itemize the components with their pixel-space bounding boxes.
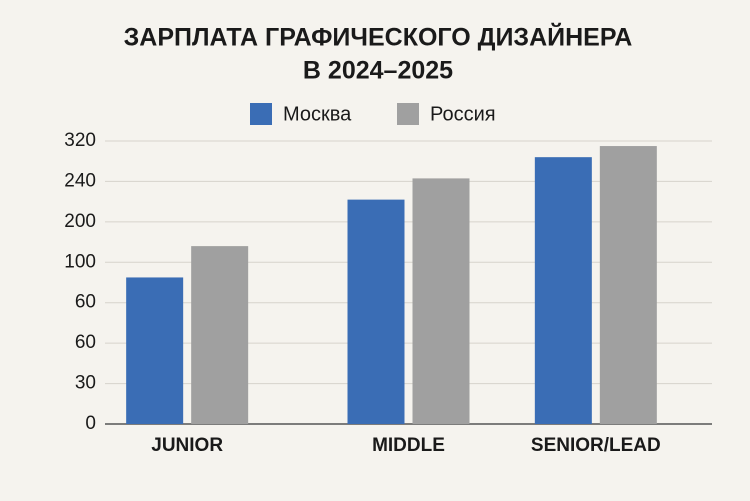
y-tick-label: 100 <box>64 251 96 272</box>
y-tick-label: 240 <box>64 170 96 191</box>
y-tick-label: 200 <box>64 211 96 232</box>
y-tick-label: 0 <box>85 413 96 434</box>
bar <box>599 146 657 424</box>
y-tick-label: 30 <box>75 373 96 394</box>
legend-swatch <box>397 103 419 125</box>
x-tick-label: SENIOR/LEAD <box>531 435 661 456</box>
y-tick-label: 320 <box>64 130 96 151</box>
legend-label: Россия <box>430 103 496 125</box>
chart-title: В 2024–2025 <box>303 57 453 85</box>
y-tick-label: 60 <box>75 292 96 313</box>
bar <box>347 199 405 424</box>
bar <box>126 277 184 424</box>
chart-title: ЗАРПЛАТА ГРАФИЧЕСКОГО ДИЗАЙНЕРА <box>124 22 633 52</box>
y-tick-label: 60 <box>75 332 96 353</box>
x-tick-label: JUNIOR <box>151 435 223 456</box>
legend-label: Москва <box>283 103 352 125</box>
bar <box>191 246 249 424</box>
bar <box>534 157 592 424</box>
bar <box>412 178 470 424</box>
legend-swatch <box>250 103 272 125</box>
x-tick-label: MIDDLE <box>372 435 445 456</box>
